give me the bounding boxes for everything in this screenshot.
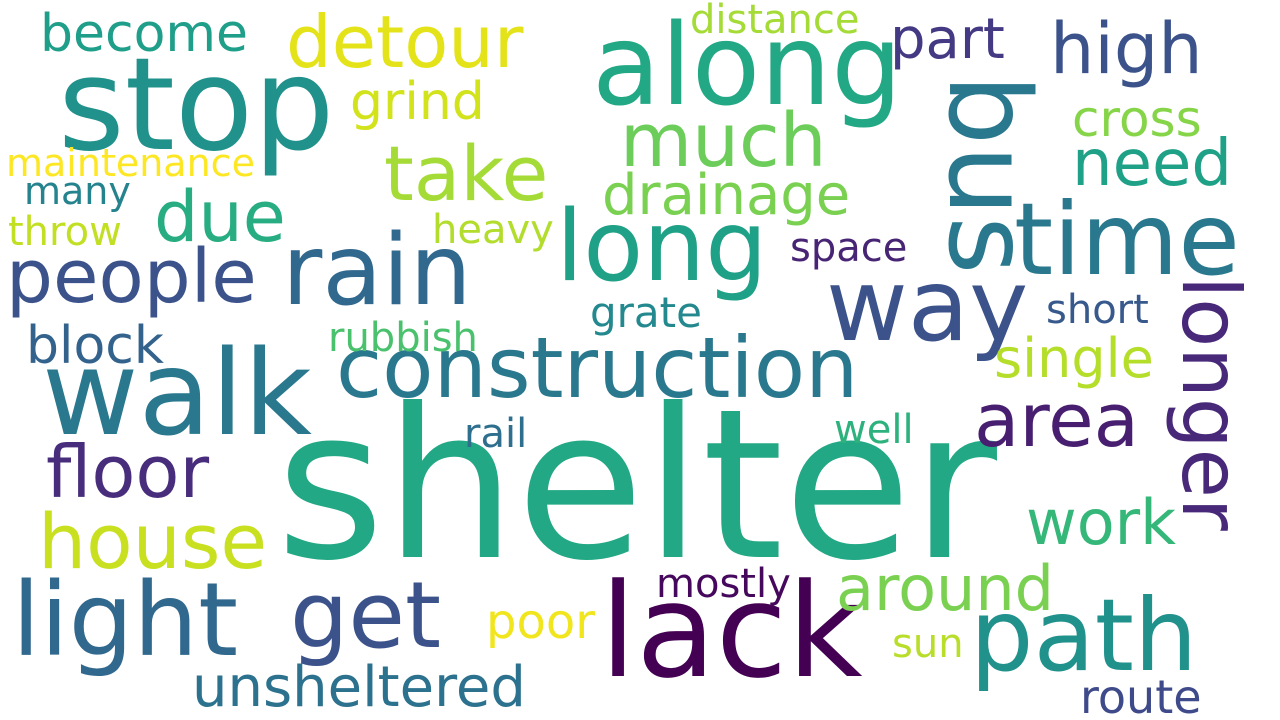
word-shelter: shelter xyxy=(276,365,997,607)
word-time: time xyxy=(1014,181,1240,298)
word-single: single xyxy=(994,327,1154,390)
word-rain: rain xyxy=(282,214,472,328)
word-rail: rail xyxy=(464,411,528,457)
word-drainage: drainage xyxy=(602,163,851,228)
word-block: block xyxy=(26,316,164,376)
word-long: long xyxy=(556,190,768,304)
word-distance: distance xyxy=(690,0,860,43)
word-get: get xyxy=(290,562,442,669)
word-around: around xyxy=(836,552,1054,625)
word-detour: detour xyxy=(286,0,524,84)
word-house: house xyxy=(38,497,268,586)
word-much: much xyxy=(620,98,827,184)
word-take: take xyxy=(384,129,549,218)
word-poor: poor xyxy=(486,594,595,650)
word-area: area xyxy=(974,378,1140,464)
word-become: become xyxy=(40,4,249,64)
word-mostly: mostly xyxy=(656,561,791,607)
word-work: work xyxy=(1026,486,1177,559)
word-maintenance: maintenance xyxy=(6,141,255,185)
word-high: high xyxy=(1050,8,1203,90)
word-need: need xyxy=(1072,127,1232,201)
word-unsheltered: unsheltered xyxy=(192,655,526,720)
word-lack: lack xyxy=(600,555,863,707)
word-sun: sun xyxy=(892,621,964,667)
word-along: along xyxy=(592,1,903,131)
word-route: route xyxy=(1080,670,1202,720)
word-construction: construction xyxy=(336,319,859,417)
word-many: many xyxy=(24,169,131,213)
word-way: way xyxy=(826,247,1029,364)
word-walk: walk xyxy=(42,324,312,462)
word-stop: stop xyxy=(58,31,335,180)
word-bus: bus xyxy=(923,74,1053,275)
word-cross: cross xyxy=(1072,90,1202,148)
word-path: path xyxy=(970,577,1198,694)
word-space: space xyxy=(790,225,908,271)
word-throw: throw xyxy=(8,209,122,255)
word-people: people xyxy=(6,234,257,320)
word-grate: grate xyxy=(590,288,702,337)
word-rubbish: rubbish xyxy=(328,315,478,361)
word-short: short xyxy=(1046,287,1149,333)
word-grind: grind xyxy=(350,72,485,132)
word-due: due xyxy=(154,176,286,258)
word-heavy: heavy xyxy=(432,207,554,253)
word-floor: floor xyxy=(46,430,210,514)
word-longer: longer xyxy=(1164,276,1257,531)
word-part: part xyxy=(890,7,1005,72)
word-well: well xyxy=(834,407,914,453)
word-light: light xyxy=(12,561,239,680)
